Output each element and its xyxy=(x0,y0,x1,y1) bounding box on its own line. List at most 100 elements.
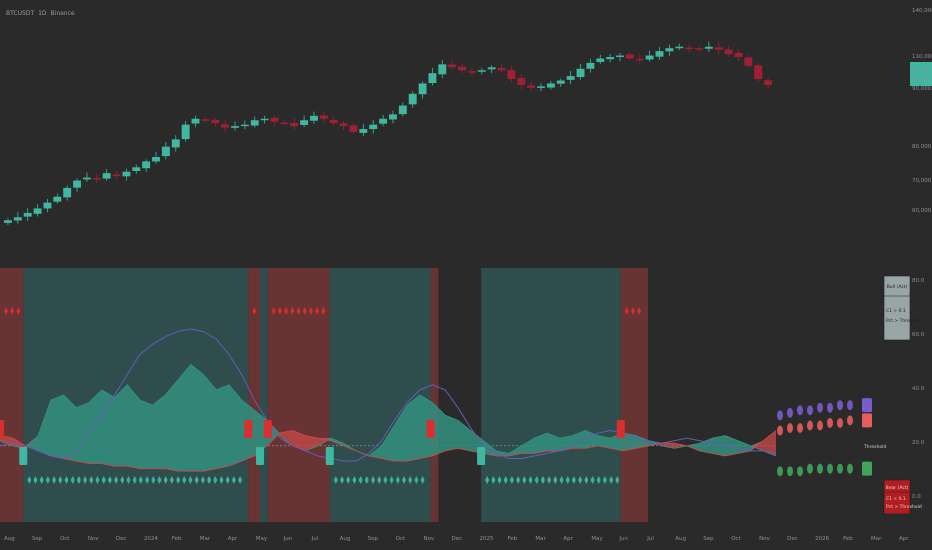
forecast-dot-green xyxy=(807,463,813,474)
candle-body xyxy=(339,123,348,127)
price-tick-label: 110,000.0 xyxy=(912,54,932,60)
price-tick-label: 80,000.0 xyxy=(912,144,932,150)
signal-diamond xyxy=(45,476,50,484)
candle-body xyxy=(527,85,536,88)
forecast-dot-purple xyxy=(827,402,833,413)
signal-diamond xyxy=(10,307,15,315)
signal-diamond xyxy=(120,476,125,484)
candle-body xyxy=(438,64,447,75)
forecast-dots: Threshold xyxy=(777,398,886,477)
signal-diamond xyxy=(637,307,642,315)
forecast-dot-red xyxy=(847,415,853,426)
time-tick-label: Aug xyxy=(675,536,686,542)
time-tick-label: Apr xyxy=(563,536,573,542)
bull-table xyxy=(883,275,911,341)
forecast-tag-purple xyxy=(862,398,872,413)
time-tick-label: Feb xyxy=(507,536,517,542)
time-tick-label: Jun xyxy=(283,536,293,542)
time-tick-label: Aug xyxy=(340,536,351,542)
candle-body xyxy=(744,57,753,66)
signal-diamond xyxy=(522,476,527,484)
forecast-tag-red xyxy=(862,413,872,428)
signal-diamond xyxy=(107,476,112,484)
signal-diamond xyxy=(169,476,174,484)
candle-body xyxy=(191,118,200,124)
forecast-dot-green xyxy=(847,463,853,474)
signal-diamond xyxy=(89,476,94,484)
signal-diamond xyxy=(52,476,57,484)
forecast-dot-purple xyxy=(847,400,853,411)
signal-diamond xyxy=(315,307,320,315)
symbol-header[interactable]: BTCUSDT 1D Binance xyxy=(6,10,75,17)
osc-tick-label: 0.0 xyxy=(912,494,921,500)
candle-body xyxy=(63,187,72,198)
signal-diamond xyxy=(188,476,193,484)
candle-body xyxy=(596,58,605,62)
time-tick-label: Oct xyxy=(60,536,70,542)
candle-body xyxy=(221,124,230,128)
signal-diamond xyxy=(414,476,419,484)
regime-bear-6 xyxy=(430,268,439,522)
signal-diamond xyxy=(358,476,363,484)
candle-body xyxy=(695,48,703,50)
forecast-tag-green xyxy=(862,461,872,476)
signal-diamond xyxy=(420,476,425,484)
signal-diamond xyxy=(219,476,224,484)
forecast-dot-red xyxy=(797,423,803,434)
forecast-dot-purple xyxy=(777,410,783,421)
signal-diamond xyxy=(615,476,620,484)
signal-diamond xyxy=(76,476,81,484)
signal-diamond xyxy=(321,307,326,315)
signal-diamond xyxy=(590,476,595,484)
forecast-dot-green xyxy=(837,463,843,474)
signal-diamond xyxy=(395,476,400,484)
time-tick-label: Mar xyxy=(535,536,546,542)
signal-diamond xyxy=(284,307,289,315)
candle-body xyxy=(754,65,763,80)
price-tick-label: 60,000.0 xyxy=(912,208,932,214)
forecast-dot-green xyxy=(817,463,823,474)
sell-marker xyxy=(263,420,272,438)
candle-body xyxy=(517,77,526,85)
candle-body xyxy=(764,80,773,85)
forecast-dot-purple xyxy=(807,405,813,416)
forecast-dot-red xyxy=(787,423,793,434)
signal-diamond xyxy=(16,307,21,315)
candle-body xyxy=(270,117,279,122)
candle-body xyxy=(635,58,644,61)
candle-body xyxy=(675,46,684,49)
signal-diamond xyxy=(213,476,218,484)
signal-diamond xyxy=(491,476,496,484)
candle-body xyxy=(448,64,457,68)
oscillator-line-1 xyxy=(0,430,777,472)
time-tick-label: 2026 xyxy=(815,536,829,542)
signal-diamond xyxy=(602,476,607,484)
signal-diamond xyxy=(408,476,413,484)
time-tick-label: 2025 xyxy=(479,536,493,542)
time-tick-label: Dec xyxy=(452,536,463,542)
candle-body xyxy=(82,177,91,180)
time-tick-label: Mar xyxy=(200,536,211,542)
signal-diamond xyxy=(200,476,205,484)
signal-diamond xyxy=(503,476,508,484)
signal-diamond xyxy=(163,476,168,484)
bear-table-header: Bear (Act) xyxy=(886,485,909,491)
signal-diamond xyxy=(609,476,614,484)
signal-diamond xyxy=(584,476,589,484)
signal-diamond xyxy=(176,476,181,484)
buy-marker xyxy=(19,447,28,465)
green-area xyxy=(0,364,776,472)
time-tick-label: Oct xyxy=(731,536,741,542)
signal-diamond xyxy=(157,476,162,484)
signal-diamond xyxy=(340,476,344,484)
signal-diamond xyxy=(516,476,521,484)
candle-body xyxy=(13,217,22,221)
time-tick-label: May xyxy=(256,536,268,542)
forecast-dot-purple xyxy=(817,402,823,413)
candle-body xyxy=(260,118,269,121)
bull-table-line1: C1 > 0.1 xyxy=(886,308,906,314)
time-tick-label: Apr xyxy=(228,536,238,542)
symbol-name: BTCUSDT xyxy=(6,10,35,17)
osc-tick-label: 60.0 xyxy=(912,332,925,338)
regime-bear-0 xyxy=(0,268,24,522)
